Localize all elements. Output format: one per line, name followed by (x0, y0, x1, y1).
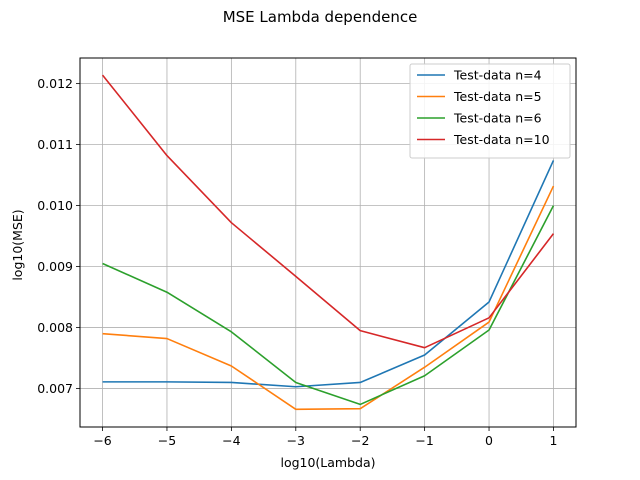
series-line-4 (101, 74, 555, 349)
x-tick-label: −6 (93, 433, 111, 448)
y-tick-label: 0.011 (37, 137, 73, 152)
y-tick-label: 0.007 (37, 381, 73, 396)
legend-label: Test-data n=10 (453, 132, 550, 147)
legend-label: Test-data n=5 (453, 89, 542, 104)
legend-label: Test-data n=4 (453, 68, 542, 83)
x-axis-label: log10(Lambda) (280, 455, 375, 470)
y-tick-label: 0.009 (37, 259, 73, 274)
series-line-3 (102, 205, 555, 406)
series-line-2 (102, 185, 555, 411)
x-tick-label: −1 (415, 433, 433, 448)
x-tick-label: 1 (549, 433, 557, 448)
legend: Test-data n=4 Test-data n=5 Test-data n=6 T… (409, 63, 571, 159)
x-tick-label: −4 (222, 433, 240, 448)
x-tick-label: −2 (351, 433, 369, 448)
y-tick-label: 0.008 (37, 320, 73, 335)
x-tick-label: −3 (287, 433, 305, 448)
x-tick-label: −5 (158, 433, 176, 448)
chart-title: MSE Lambda dependence (223, 8, 418, 26)
y-axis-label: log10(MSE) (10, 209, 25, 280)
series-line-1 (102, 160, 555, 388)
series-lines (101, 74, 555, 411)
y-axis-ticks: 0.007 0.008 0.009 0.010 0.011 0.012 (37, 76, 80, 396)
x-tick-label: 0 (485, 433, 493, 448)
y-tick-label: 0.012 (37, 76, 73, 91)
legend-box (409, 63, 571, 159)
legend-label: Test-data n=6 (453, 111, 542, 126)
plot-frame (79, 57, 577, 428)
x-axis-ticks: −6 −5 −4 −3 −2 −1 0 1 (93, 427, 557, 448)
y-tick-label: 0.010 (37, 198, 73, 213)
